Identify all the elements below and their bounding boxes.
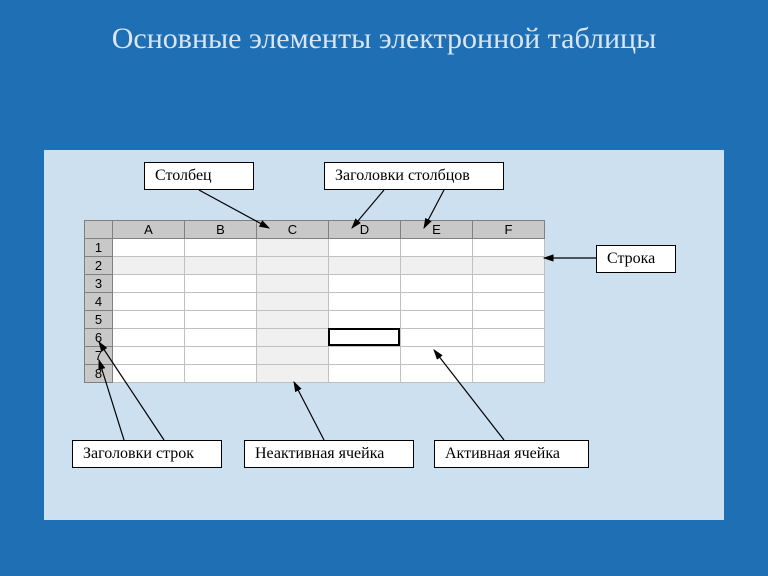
row-header: 6 — [85, 329, 113, 347]
grid-cell — [473, 365, 545, 383]
grid-cell — [473, 347, 545, 365]
column-header: A — [113, 221, 185, 239]
column-header: E — [401, 221, 473, 239]
grid-cell — [473, 311, 545, 329]
grid-cell — [257, 329, 329, 347]
grid-cell — [257, 239, 329, 257]
grid-cell — [257, 293, 329, 311]
grid-cell — [257, 365, 329, 383]
grid-cell — [185, 329, 257, 347]
grid-cell — [401, 311, 473, 329]
grid-cell — [329, 311, 401, 329]
grid-cell — [401, 347, 473, 365]
grid-cell — [113, 257, 185, 275]
grid-cell — [185, 293, 257, 311]
grid-cell — [185, 347, 257, 365]
grid-cell — [329, 239, 401, 257]
row-header: 3 — [85, 275, 113, 293]
grid-cell — [185, 365, 257, 383]
grid-cell — [113, 311, 185, 329]
label-row: Строка — [596, 245, 676, 273]
grid-cell — [401, 275, 473, 293]
label-col-headers: Заголовки столбцов — [324, 162, 504, 190]
grid-cell — [185, 311, 257, 329]
grid-cell — [113, 347, 185, 365]
grid-cell — [113, 365, 185, 383]
grid-cell — [113, 293, 185, 311]
label-column: Столбец — [144, 162, 254, 190]
column-header: D — [329, 221, 401, 239]
grid-cell — [329, 257, 401, 275]
grid-cell — [113, 329, 185, 347]
column-header: F — [473, 221, 545, 239]
grid-cell — [185, 239, 257, 257]
row-header: 4 — [85, 293, 113, 311]
grid-cell — [401, 365, 473, 383]
grid-cell — [401, 329, 473, 347]
grid-cell — [113, 239, 185, 257]
grid-cell — [257, 347, 329, 365]
grid-cell — [473, 329, 545, 347]
grid-cell — [257, 311, 329, 329]
row-header: 1 — [85, 239, 113, 257]
grid-cell — [329, 275, 401, 293]
grid-cell — [473, 257, 545, 275]
column-header: B — [185, 221, 257, 239]
label-row-headers: Заголовки строк — [72, 440, 222, 468]
grid-cell — [329, 365, 401, 383]
grid-cell — [401, 293, 473, 311]
grid-cell — [185, 257, 257, 275]
diagram-panel: ABCDEF 12345678 Столбец Заголовки столбцо… — [44, 150, 724, 520]
column-header: C — [257, 221, 329, 239]
label-inactive-cell: Неактивная ячейка — [244, 440, 414, 468]
grid-cell — [185, 275, 257, 293]
grid-cell — [473, 275, 545, 293]
label-active-cell: Активная ячейка — [434, 440, 589, 468]
grid-cell — [401, 239, 473, 257]
grid-cell — [329, 293, 401, 311]
slide: Основные элементы электронной таблицы AB… — [0, 0, 768, 576]
grid-cell — [257, 275, 329, 293]
row-header: 7 — [85, 347, 113, 365]
grid-cell — [473, 239, 545, 257]
row-header: 2 — [85, 257, 113, 275]
grid-cell — [473, 293, 545, 311]
grid-cell — [401, 257, 473, 275]
spreadsheet-grid: ABCDEF 12345678 — [84, 220, 545, 383]
slide-title: Основные элементы электронной таблицы — [0, 20, 768, 58]
grid-corner — [85, 221, 113, 239]
row-header: 8 — [85, 365, 113, 383]
grid-cell — [257, 257, 329, 275]
row-header: 5 — [85, 311, 113, 329]
grid-cell — [113, 275, 185, 293]
active-cell-outline — [328, 328, 400, 346]
grid-cell — [329, 347, 401, 365]
